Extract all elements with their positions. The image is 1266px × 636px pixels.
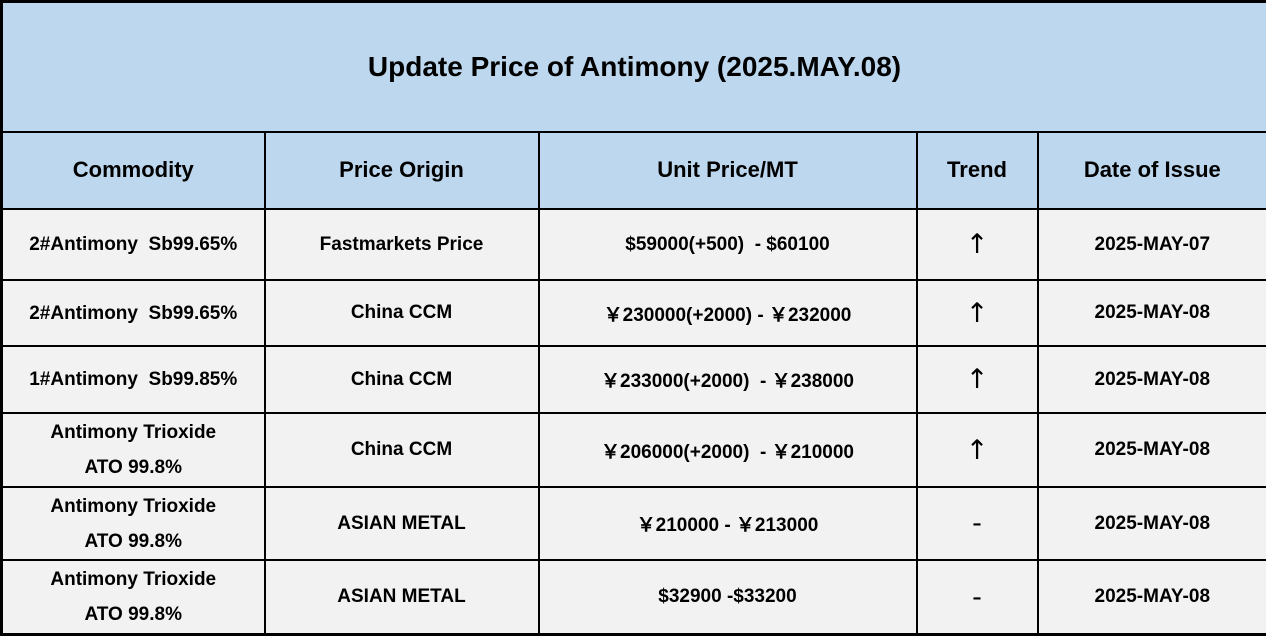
cell-commodity: Antimony Trioxide ATO 99.8% — [0, 559, 266, 636]
trend-up-icon: ↑ — [915, 207, 1039, 282]
table-row: 2#Antimony Sb99.65% China CCM ￥230000(+2… — [0, 279, 1266, 348]
table-row: Antimony Trioxide ATO 99.8% ASIAN METAL … — [0, 485, 1266, 562]
cell-commodity: 2#Antimony Sb99.65% — [0, 207, 266, 282]
table-row: Antimony Trioxide ATO 99.8% ASIAN METAL … — [0, 559, 1266, 636]
column-header-date-of-issue: Date of Issue — [1036, 130, 1266, 210]
cell-price-origin: China CCM — [263, 345, 540, 415]
cell-unit-price: ￥206000(+2000) - ￥210000 — [537, 412, 918, 488]
cell-commodity: Antimony Trioxide ATO 99.8% — [0, 412, 266, 488]
cell-unit-price: $32900 -$33200 — [537, 559, 918, 636]
cell-date-of-issue: 2025-MAY-08 — [1036, 412, 1266, 488]
cell-price-origin: ASIAN METAL — [263, 559, 540, 636]
cell-price-origin: China CCM — [263, 412, 540, 488]
trend-flat-dash: - — [915, 485, 1039, 562]
cell-price-origin: ASIAN METAL — [263, 485, 540, 562]
cell-commodity: Antimony Trioxide ATO 99.8% — [0, 485, 266, 562]
cell-unit-price: ￥233000(+2000) - ￥238000 — [537, 345, 918, 415]
table-row: 2#Antimony Sb99.65% Fastmarkets Price $5… — [0, 207, 1266, 282]
column-header-unit-price: Unit Price/MT — [537, 130, 918, 210]
column-header-price-origin: Price Origin — [263, 130, 540, 210]
cell-unit-price: $59000(+500) - $60100 — [537, 207, 918, 282]
cell-date-of-issue: 2025-MAY-08 — [1036, 345, 1266, 415]
trend-up-icon: ↑ — [915, 345, 1039, 415]
cell-date-of-issue: 2025-MAY-08 — [1036, 485, 1266, 562]
trend-flat-dash: - — [915, 559, 1039, 636]
cell-date-of-issue: 2025-MAY-08 — [1036, 559, 1266, 636]
table-row: Antimony Trioxide ATO 99.8% China CCM ￥2… — [0, 412, 1266, 488]
trend-up-icon: ↑ — [915, 412, 1039, 488]
trend-up-icon: ↑ — [915, 279, 1039, 348]
table-row: 1#Antimony Sb99.85% China CCM ￥233000(+2… — [0, 345, 1266, 415]
table-title-row: Update Price of Antimony (2025.MAY.08) — [0, 0, 1266, 133]
cell-date-of-issue: 2025-MAY-07 — [1036, 207, 1266, 282]
cell-price-origin: Fastmarkets Price — [263, 207, 540, 282]
cell-unit-price: ￥210000 - ￥213000 — [537, 485, 918, 562]
column-header-trend: Trend — [915, 130, 1039, 210]
cell-unit-price: ￥230000(+2000) - ￥232000 — [537, 279, 918, 348]
page-title: Update Price of Antimony (2025.MAY.08) — [0, 0, 1266, 133]
table-header-row: Commodity Price Origin Unit Price/MT Tre… — [0, 130, 1266, 210]
cell-commodity: 1#Antimony Sb99.85% — [0, 345, 266, 415]
cell-commodity: 2#Antimony Sb99.65% — [0, 279, 266, 348]
cell-price-origin: China CCM — [263, 279, 540, 348]
column-header-commodity: Commodity — [0, 130, 266, 210]
cell-date-of-issue: 2025-MAY-08 — [1036, 279, 1266, 348]
